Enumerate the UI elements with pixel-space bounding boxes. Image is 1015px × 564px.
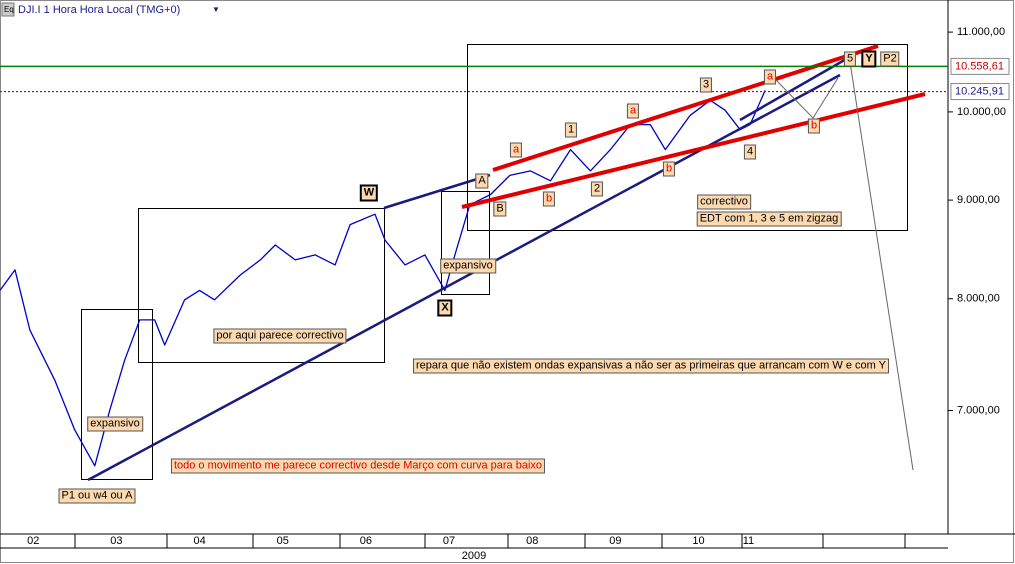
price-label-box [950,83,1010,101]
comment: P1 ou w4 ou A [58,488,136,504]
price-label: 10.245,91 [955,85,1004,97]
wave-label: 3 [699,77,713,93]
wave-label: A [475,173,489,189]
month-separators [74,534,906,548]
price-label-box [950,57,1010,75]
y-tick-label: 10.000,00 [957,106,1006,118]
comment: por aqui parece correctivo [213,328,347,344]
comment: expansivo [440,258,496,274]
wave-label: X [437,299,453,317]
x-tick-label: 07 [443,535,455,547]
dropdown-arrow[interactable]: ▼ [212,5,220,14]
y-tick-label: 9.000,00 [957,194,1000,206]
x-tick-label: 03 [110,535,122,547]
wave-label: b [662,161,676,177]
y-tick-label: 11.000,00 [957,26,1005,38]
wave-label: P2 [880,51,900,67]
price-line-series [0,90,766,467]
comment: expansivo [87,416,143,432]
y-tick-label: 7.000,00 [957,404,1000,416]
price-label: 10.558,61 [955,60,1004,72]
x-tick-label: 04 [193,535,205,547]
x-tick-label: 08 [526,535,538,547]
wave-label: b [807,118,821,134]
x-tick-label: 06 [360,535,372,547]
symbol-icon [1,2,15,17]
x-tick-label: 10 [692,535,704,547]
wave-label: 1 [564,122,578,138]
y-tick-label: 8.000,00 [957,293,1000,305]
comment: repara que não existem ondas expansivas … [413,358,889,374]
x-axis-label: 2009 [462,550,486,562]
chart-title: DJI.I 1 Hora Hora Local (TMG+0) [18,4,180,16]
wave-label: a [763,69,777,85]
x-tick-label: 11 [743,535,754,547]
wave-label: a [509,142,523,158]
wave-label: 5 [843,51,857,67]
comment: correctivo [697,194,751,210]
symbol-icon-text: Eq [4,5,14,14]
x-tick-label: 09 [609,535,621,547]
wave-label: b [542,191,556,207]
wave-label: W [359,184,379,202]
x-tick-label: 02 [27,535,39,547]
comment: todo o movimento me parece correctivo de… [170,458,546,474]
wave-label: B [493,201,507,217]
wave-label: Y [861,50,877,68]
wave-boxes [81,44,908,480]
comment: EDT com 1, 3 e 5 em zigzag [696,211,842,227]
plot [0,90,766,467]
wave-label: 4 [743,144,757,160]
wave-label: 2 [590,181,604,197]
x-tick-label: 05 [277,535,289,547]
wave-label: a [626,103,640,119]
